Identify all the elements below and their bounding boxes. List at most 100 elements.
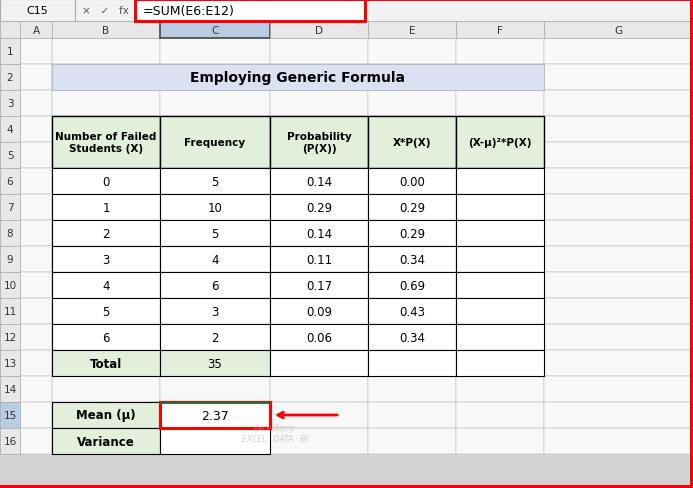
Bar (270, 169, 368, 195)
Bar (544, 142, 693, 169)
Bar (0, 298, 20, 325)
Bar (456, 428, 544, 454)
Bar (160, 402, 270, 404)
Text: 4: 4 (7, 125, 13, 135)
Bar (270, 298, 368, 325)
Bar (456, 22, 544, 39)
Bar (20, 402, 52, 428)
Bar (20, 272, 52, 298)
Bar (160, 325, 270, 350)
Bar (52, 65, 160, 91)
Bar (368, 402, 456, 428)
Bar (52, 246, 160, 272)
Bar (20, 142, 52, 169)
Text: 13: 13 (3, 358, 17, 368)
Bar (270, 221, 368, 246)
Bar (0, 485, 693, 488)
Bar (52, 195, 160, 221)
Text: 1: 1 (7, 47, 13, 57)
Bar (270, 325, 368, 350)
Bar (160, 39, 270, 65)
Bar (368, 272, 456, 298)
Bar (160, 350, 270, 376)
Bar (52, 428, 160, 454)
Bar (368, 350, 456, 376)
Bar (270, 298, 368, 325)
Text: 7: 7 (7, 203, 13, 213)
Bar (368, 298, 456, 325)
Bar (368, 169, 456, 195)
Text: 2: 2 (7, 73, 13, 83)
Bar (0, 325, 20, 350)
Text: 5: 5 (7, 151, 13, 161)
Bar (456, 298, 544, 325)
Bar (52, 402, 160, 428)
Bar (52, 117, 160, 142)
Bar (368, 428, 456, 454)
Text: 0.34: 0.34 (399, 331, 425, 344)
Bar (544, 22, 693, 39)
Bar (160, 350, 270, 376)
Bar (20, 325, 52, 350)
Text: 0.43: 0.43 (399, 305, 425, 318)
Text: 14: 14 (3, 384, 17, 394)
Bar (368, 117, 456, 142)
Bar (270, 142, 368, 169)
Text: Number of Failed
Students (X): Number of Failed Students (X) (55, 132, 157, 154)
Bar (368, 142, 456, 169)
Bar (456, 117, 544, 142)
Bar (0, 428, 20, 454)
Bar (0, 142, 20, 169)
Bar (52, 65, 544, 91)
Text: F: F (497, 25, 503, 36)
Bar (160, 22, 270, 39)
Bar (160, 195, 270, 221)
Bar (52, 298, 160, 325)
Bar (0, 117, 20, 142)
Text: C: C (211, 25, 219, 36)
Bar (456, 350, 544, 376)
Bar (270, 350, 368, 376)
Bar (160, 272, 270, 298)
Text: 3: 3 (211, 305, 219, 318)
Text: 0.34: 0.34 (399, 253, 425, 266)
Text: 0.29: 0.29 (306, 201, 332, 214)
Bar (270, 246, 368, 272)
Text: B: B (103, 25, 109, 36)
Bar (456, 91, 544, 117)
Bar (160, 65, 270, 91)
Bar (52, 350, 160, 376)
Bar (160, 221, 270, 246)
Text: 2: 2 (211, 331, 219, 344)
Text: =SUM(E6:E12): =SUM(E6:E12) (143, 4, 235, 18)
Text: 0.14: 0.14 (306, 175, 332, 188)
Text: 16: 16 (3, 436, 17, 446)
Bar (456, 169, 544, 195)
Bar (365, 0, 693, 22)
Bar (52, 195, 160, 221)
Bar (0, 221, 20, 246)
Bar (544, 169, 693, 195)
Text: 0.06: 0.06 (306, 331, 332, 344)
Bar (160, 246, 270, 272)
Bar (270, 272, 368, 298)
Bar (270, 325, 368, 350)
Bar (0, 65, 20, 91)
Text: 15: 15 (3, 410, 17, 420)
Bar (270, 117, 368, 169)
Text: Variance: Variance (77, 435, 135, 447)
Text: 4: 4 (103, 279, 109, 292)
Text: 2.37: 2.37 (201, 408, 229, 422)
Text: 2: 2 (103, 227, 109, 240)
Bar (368, 246, 456, 272)
Bar (52, 142, 160, 169)
Bar (691, 0, 693, 488)
Bar (544, 376, 693, 402)
Text: (X-μ)²*P(X): (X-μ)²*P(X) (468, 138, 532, 148)
Bar (456, 272, 544, 298)
Text: 0: 0 (103, 175, 109, 188)
Bar (368, 221, 456, 246)
Bar (544, 221, 693, 246)
Bar (368, 117, 456, 169)
Text: Frequency: Frequency (184, 138, 245, 148)
